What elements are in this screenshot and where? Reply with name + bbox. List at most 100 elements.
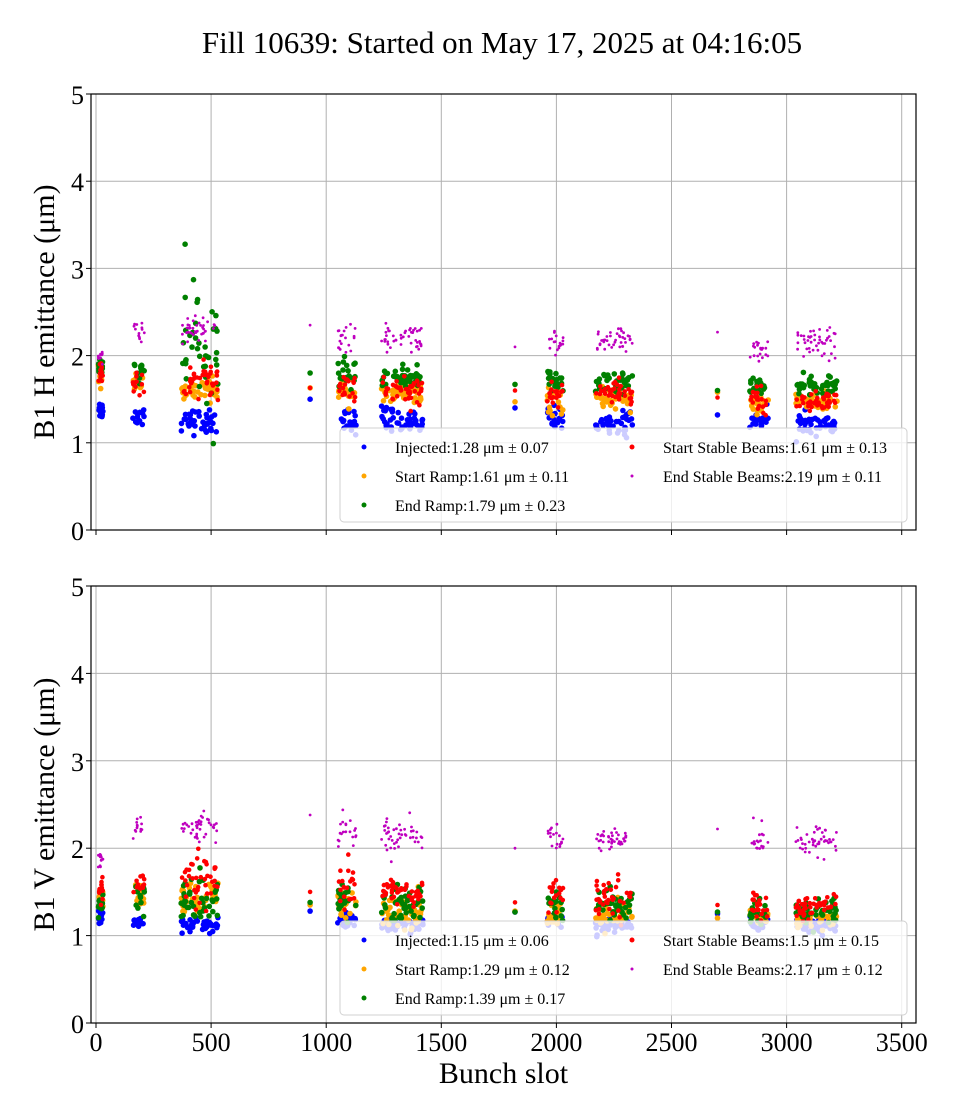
data-point [407, 335, 411, 338]
data-point [802, 355, 805, 358]
data-point [130, 415, 136, 422]
data-point [195, 329, 199, 333]
data-point [390, 879, 396, 885]
data-point [140, 326, 144, 330]
data-point [392, 842, 396, 845]
data-point [825, 338, 828, 342]
data-point [598, 384, 603, 389]
data-point [389, 895, 395, 901]
data-point [559, 906, 565, 913]
data-point [555, 842, 559, 846]
data-point [190, 919, 197, 926]
data-point [392, 339, 396, 343]
data-point [761, 356, 764, 360]
data-point [814, 825, 818, 829]
data-point [96, 865, 100, 869]
data-point [548, 346, 552, 350]
data-point [420, 836, 424, 839]
data-point [830, 418, 837, 425]
data-point [139, 382, 145, 387]
data-point [623, 839, 627, 843]
data-point [181, 389, 187, 395]
data-point [187, 928, 193, 935]
data-point [205, 420, 211, 427]
data-point [619, 370, 626, 376]
data-point [190, 876, 195, 881]
data-point [378, 403, 385, 410]
data-point [601, 840, 605, 844]
data-point [829, 339, 832, 342]
data-point [182, 416, 189, 423]
data-point [212, 865, 217, 870]
data-point [404, 882, 409, 887]
data-point [605, 335, 609, 338]
data-point [214, 841, 218, 844]
data-point [342, 915, 349, 921]
data-point [832, 404, 839, 410]
data-point [399, 366, 406, 373]
data-point [607, 388, 612, 393]
data-point [558, 845, 562, 848]
data-point [801, 400, 806, 406]
data-point [418, 328, 421, 332]
data-point [826, 336, 829, 340]
data-point [400, 361, 406, 368]
data-point [404, 367, 411, 373]
data-point [388, 883, 393, 888]
data-point [195, 826, 199, 830]
data-point [197, 840, 201, 844]
data-point [392, 368, 399, 375]
data-point [380, 838, 383, 841]
data-point [602, 390, 607, 395]
data-point [755, 903, 760, 909]
data-point [764, 914, 770, 919]
data-point [215, 822, 218, 825]
data-point [807, 408, 813, 414]
data-point [807, 840, 811, 844]
data-point [382, 408, 389, 414]
data-point [137, 332, 141, 335]
data-point [598, 395, 605, 401]
data-point [99, 378, 105, 384]
data-point [621, 345, 625, 348]
data-point [417, 347, 421, 351]
data-point [191, 828, 195, 832]
data-point [351, 835, 355, 839]
legend-label: Start Stable Beams:1.61 μm ± 0.13 [663, 440, 887, 457]
data-point [100, 896, 105, 902]
data-point [189, 831, 193, 835]
data-point [830, 382, 837, 389]
data-point [616, 418, 622, 425]
data-point [817, 419, 823, 425]
data-point [409, 341, 413, 345]
data-point [204, 354, 211, 360]
data-point [604, 377, 610, 384]
data-point [337, 383, 342, 389]
data-point [394, 902, 400, 907]
data-point [801, 842, 804, 845]
data-point [186, 867, 192, 873]
data-point [134, 379, 139, 385]
data-point [611, 834, 614, 838]
data-point [608, 887, 614, 892]
data-point [760, 819, 764, 823]
data-point [559, 382, 565, 388]
data-point [337, 388, 342, 394]
data-point [808, 905, 813, 910]
data-point [188, 380, 194, 386]
data-point [553, 914, 559, 921]
data-point [610, 911, 615, 916]
data-point [400, 901, 406, 907]
data-point [412, 328, 415, 332]
data-point [602, 830, 606, 833]
legend: Injected:1.28 μm ± 0.07 Start Ramp:1.61 μ… [339, 427, 908, 523]
data-point [186, 330, 190, 334]
data-point [135, 882, 141, 887]
data-point [99, 882, 104, 887]
data-point [399, 387, 404, 393]
data-point [512, 900, 518, 905]
data-point [186, 340, 190, 344]
data-point [596, 911, 602, 917]
data-point [415, 893, 420, 898]
data-point [344, 336, 347, 340]
